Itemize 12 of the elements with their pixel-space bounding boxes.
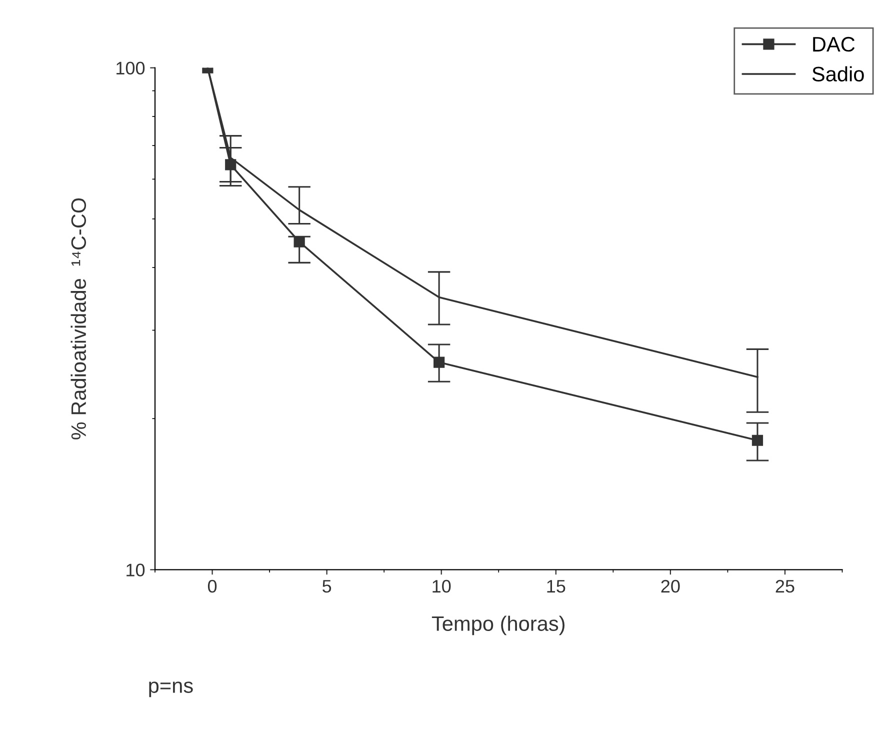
text: p=ns [149,682,193,698]
legend-label: Sadio [812,66,864,82]
y-tick-label: 100 [116,62,145,75]
x-tick-label: 15 [547,580,566,593]
x-tick-label: 10 [432,580,451,593]
x-tick-label: 20 [661,580,680,593]
legend-label: DAC [813,36,855,52]
x-tick-label: 5 [322,580,332,593]
y-axis-title: % Radioatividade ¹⁴C-CO [70,198,86,440]
x-tick-label: 25 [776,580,794,593]
x-axis-title: Tempo (horas) [432,616,564,636]
x-tick-label: 0 [208,580,217,593]
